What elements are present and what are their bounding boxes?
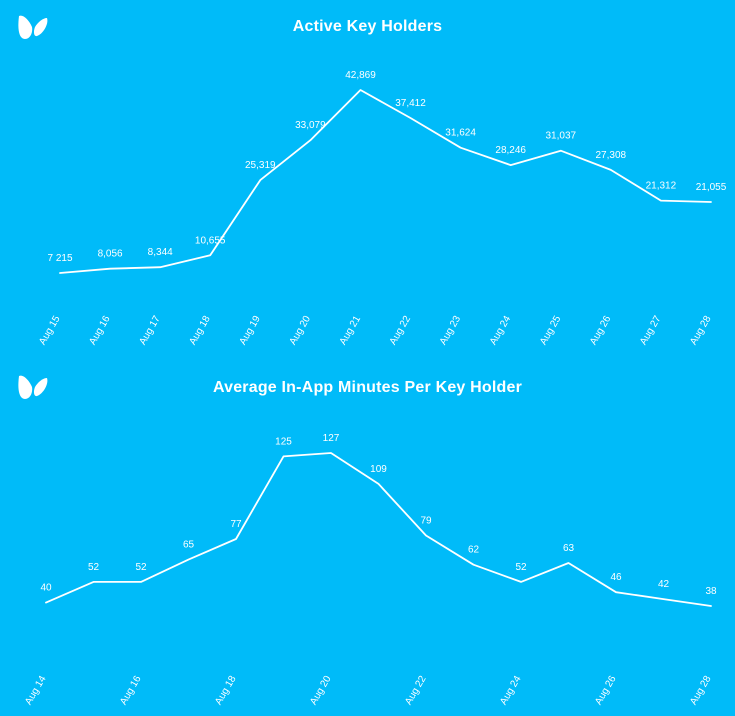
data-label: 62: [468, 545, 480, 556]
data-label: 31,624: [445, 128, 476, 139]
data-label: 25,319: [245, 160, 276, 171]
series-line: [59, 89, 712, 274]
x-tick-label: Aug 26: [593, 674, 619, 707]
data-label: 79: [420, 516, 432, 527]
series-line: [45, 452, 712, 607]
x-tick-label: Aug 18: [187, 314, 213, 347]
chart-panel-average-minutes: Average In-App Minutes Per Key Holder 40…: [0, 360, 735, 716]
x-tick-label: Aug 26: [588, 314, 614, 347]
data-label: 8,344: [148, 247, 173, 258]
x-tick-label: Aug 16: [118, 674, 144, 707]
x-tick-label: Aug 15: [37, 314, 63, 347]
data-label: 52: [88, 562, 100, 573]
chart-panel-active-key-holders: Active Key Holders 7 215 8,056 8,344 10,655…: [18, 15, 727, 347]
x-tick-label: Aug 25: [538, 314, 564, 347]
data-label: 28,246: [495, 145, 526, 156]
x-tick-label: Aug 14: [23, 674, 49, 707]
line-chart-average-minutes: 40 52 52 65 77 125 127 109 79 62 52 63 46 42 38 Aug 14 A…: [23, 433, 717, 707]
data-label: 63: [563, 543, 575, 554]
data-label: 21,055: [696, 182, 727, 193]
line-chart-active-key-holders: 7 215 8,056 8,344 10,655 25,319 33,079 42,869 3…: [37, 70, 727, 347]
x-tick-label: Aug 19: [238, 314, 264, 347]
x-tick-label: Aug 21: [338, 314, 364, 347]
x-tick-label: Aug 27: [638, 314, 664, 347]
x-tick-label: Aug 18: [213, 674, 239, 707]
x-tick-label: Aug 17: [137, 314, 163, 347]
data-label: 42,869: [345, 70, 376, 81]
data-label: 109: [370, 464, 387, 475]
data-label: 77: [230, 519, 242, 530]
data-label: 46: [610, 572, 622, 583]
x-tick-label: Aug 20: [288, 314, 314, 347]
data-label: 52: [515, 562, 527, 573]
data-label: 40: [40, 583, 52, 594]
x-tick-label: Aug 24: [498, 674, 524, 707]
chart-title: Average In-App Minutes Per Key Holder: [212, 379, 523, 396]
data-label: 38: [705, 586, 717, 597]
data-label: 125: [275, 436, 292, 447]
data-label: 8,056: [98, 249, 123, 260]
x-tick-label: Aug 16: [87, 314, 113, 347]
data-label: 37,412: [395, 98, 426, 109]
x-tick-label: Aug 28: [688, 314, 714, 347]
data-label: 52: [135, 562, 147, 573]
x-tick-label: Aug 28: [688, 674, 714, 707]
data-label: 31,037: [546, 131, 577, 142]
x-tick-label: Aug 22: [388, 314, 414, 347]
x-tick-label: Aug 24: [488, 314, 514, 347]
data-label: 33,079: [295, 120, 326, 131]
data-label: 7 215: [47, 253, 72, 264]
butterfly-logo-icon: [18, 375, 48, 399]
data-label: 27,308: [596, 150, 627, 161]
butterfly-logo-icon: [18, 15, 48, 39]
chart-title: Active Key Holders: [292, 18, 443, 35]
data-label: 127: [323, 433, 340, 444]
x-tick-label: Aug 22: [403, 674, 429, 707]
data-label: 21,312: [646, 181, 677, 192]
data-label: 65: [183, 540, 195, 551]
data-label: 42: [658, 579, 670, 590]
x-tick-label: Aug 20: [308, 674, 334, 707]
x-tick-label: Aug 23: [438, 314, 464, 347]
data-label: 10,655: [195, 235, 226, 246]
